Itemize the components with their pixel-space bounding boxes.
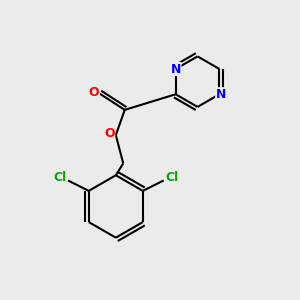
- Text: N: N: [216, 88, 226, 101]
- Text: O: O: [104, 127, 115, 140]
- Text: O: O: [89, 85, 99, 98]
- Text: Cl: Cl: [53, 171, 66, 184]
- Text: N: N: [170, 62, 181, 76]
- Text: Cl: Cl: [165, 171, 178, 184]
